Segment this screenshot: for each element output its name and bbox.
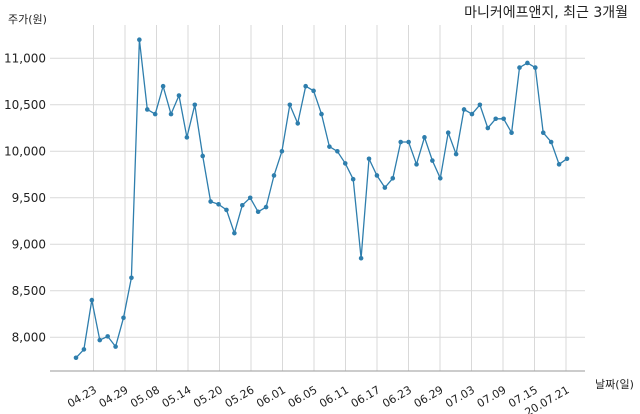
y-tick-label: 11,000	[4, 51, 46, 65]
x-tick-label: 06.11	[317, 383, 351, 410]
data-point	[390, 175, 396, 181]
data-point	[517, 65, 522, 70]
data-point	[129, 275, 134, 281]
y-tick-label: 9,000	[12, 237, 46, 251]
data-point	[430, 158, 435, 163]
data-point	[382, 185, 388, 190]
data-point	[398, 139, 403, 145]
data-point	[469, 111, 475, 117]
data-point	[73, 355, 79, 361]
data-point	[445, 130, 451, 135]
data-point	[113, 344, 118, 349]
data-point	[525, 60, 530, 66]
data-point	[303, 83, 308, 89]
data-point	[556, 162, 562, 167]
data-point	[342, 161, 348, 166]
data-point	[548, 139, 554, 145]
data-point	[240, 202, 245, 208]
data-point	[224, 207, 229, 213]
data-point	[287, 102, 293, 108]
data-point	[358, 255, 364, 261]
data-point	[350, 176, 356, 182]
data-point	[485, 125, 491, 131]
data-point	[137, 37, 142, 42]
data-point	[271, 173, 277, 178]
data-point	[105, 334, 110, 339]
data-point	[540, 130, 546, 135]
data-point	[200, 153, 206, 159]
x-tick-label: 07.03	[443, 383, 477, 410]
data-point	[216, 202, 221, 207]
y-axis-title: 주가(원)	[8, 13, 47, 26]
data-point	[414, 162, 419, 167]
price-series-line	[75, 39, 568, 359]
data-point	[184, 135, 190, 140]
x-axis-ticks: 04.2304.2905.0805.1405.2005.2606.0106.05…	[65, 383, 571, 414]
data-point	[89, 297, 95, 303]
data-point	[461, 107, 467, 112]
y-tick-label: 8,500	[12, 284, 46, 298]
data-point	[453, 151, 459, 157]
x-tick-label: 06.17	[349, 383, 383, 410]
data-point	[81, 347, 87, 352]
data-point	[255, 209, 261, 215]
x-axis-title: 날짜(일)	[595, 377, 634, 391]
data-point	[152, 111, 158, 117]
data-point	[121, 315, 126, 321]
x-tick-label: 05.20	[191, 383, 225, 410]
data-point	[160, 83, 166, 89]
data-point	[144, 107, 150, 112]
data-point	[477, 102, 483, 108]
data-point	[192, 102, 198, 108]
data-point	[263, 204, 269, 210]
x-tick-label: 05.26	[223, 383, 257, 410]
x-tick-label: 06.05	[286, 383, 320, 410]
chart-title: 마니커에프앤지, 최근 3개월	[464, 5, 628, 21]
data-point	[176, 93, 182, 98]
data-point	[327, 144, 332, 149]
data-point	[493, 116, 499, 122]
data-point	[374, 173, 380, 178]
x-tick-label: 05.14	[160, 383, 194, 410]
data-point	[319, 111, 324, 117]
data-point	[335, 149, 340, 154]
data-point	[232, 230, 237, 236]
x-tick-label: 04.23	[65, 383, 99, 410]
data-point	[168, 111, 174, 117]
data-point	[366, 156, 372, 162]
data-point	[422, 135, 427, 140]
data-point	[311, 88, 316, 94]
x-tick-label: 06.29	[412, 383, 446, 410]
data-point	[501, 116, 506, 122]
x-tick-label: 06.23	[380, 383, 414, 410]
data-point	[406, 139, 411, 145]
x-tick-label: 04.29	[97, 383, 131, 410]
data-point	[97, 337, 103, 343]
x-tick-label: 05.08	[128, 383, 162, 410]
data-point	[247, 195, 253, 201]
gridlines	[50, 25, 585, 371]
data-point	[509, 130, 514, 135]
y-tick-label: 10,500	[4, 98, 46, 112]
y-tick-label: 10,000	[4, 144, 46, 158]
y-axis-ticks: 8,000 8,500 9,000 9,500 10,000 10,500 11,000	[4, 51, 46, 344]
data-point	[533, 65, 538, 70]
data-point	[437, 175, 443, 181]
x-tick-label: 07.09	[475, 383, 509, 410]
data-point	[208, 199, 213, 204]
y-tick-label: 8,000	[12, 330, 46, 344]
x-tick-label: 06.01	[254, 383, 288, 410]
y-tick-label: 9,500	[12, 191, 46, 205]
data-point	[279, 149, 285, 154]
data-point	[564, 156, 570, 162]
price-points	[73, 37, 570, 361]
data-point	[295, 121, 301, 126]
